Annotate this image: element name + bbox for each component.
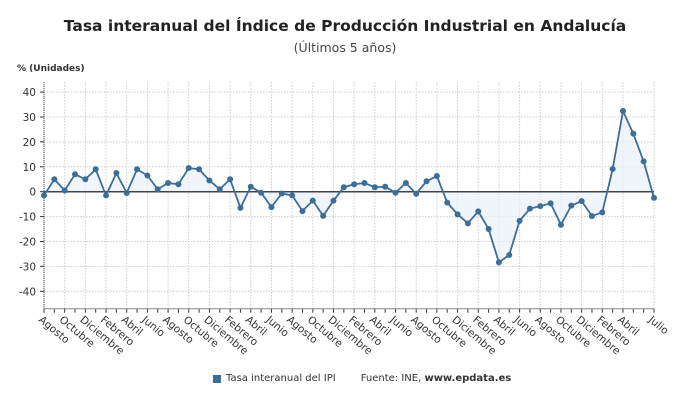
data-point (185, 165, 192, 172)
data-point (371, 184, 378, 191)
data-point (464, 220, 471, 227)
data-point (495, 259, 502, 266)
data-point (227, 176, 234, 183)
data-point (485, 226, 492, 233)
data-point (578, 198, 585, 205)
data-point (588, 213, 595, 220)
data-point (619, 108, 626, 115)
data-point (413, 190, 420, 197)
x-tick-label: Julio (645, 313, 670, 337)
data-point (237, 204, 244, 211)
data-point (113, 170, 120, 177)
data-point (92, 166, 99, 173)
data-point (41, 192, 47, 199)
data-point (423, 178, 430, 185)
data-point (103, 192, 110, 199)
y-axis-label: % (Unidades) (17, 64, 85, 74)
data-point (123, 189, 130, 196)
data-point (320, 212, 327, 219)
chart-subtitle: (Últimos 5 años) (293, 40, 397, 55)
data-point (247, 183, 254, 190)
data-point (330, 197, 337, 204)
legend-label: Tasa interanual del IPI (226, 373, 336, 384)
data-point (433, 173, 440, 180)
data-point (557, 221, 564, 228)
data-point (72, 171, 79, 178)
data-point (216, 186, 223, 193)
data-point (526, 205, 533, 212)
data-point (61, 187, 68, 194)
data-point (630, 130, 637, 137)
y-tick-label: 0 (29, 187, 36, 199)
data-point (175, 181, 182, 188)
data-point (82, 176, 89, 183)
y-tick-label: -30 (19, 261, 36, 273)
legend-swatch (213, 374, 221, 383)
y-tick-label: 20 (23, 137, 36, 149)
data-point (382, 183, 389, 190)
data-point (351, 181, 358, 188)
data-point (340, 184, 347, 191)
data-point (599, 209, 606, 216)
data-point (134, 166, 141, 173)
data-point (268, 204, 275, 211)
legend: Tasa interanual del IPI Fuente: INE, www… (213, 373, 511, 384)
source-note: Fuente: INE, www.epdata.es (361, 373, 512, 384)
data-point (258, 189, 265, 196)
source-prefix: Fuente: INE, (360, 373, 425, 384)
data-point (154, 186, 161, 193)
data-point (278, 190, 285, 197)
source-site: www.epdata.es (424, 373, 512, 384)
data-point (506, 251, 513, 258)
data-point (454, 211, 461, 218)
data-point (547, 200, 554, 207)
data-point (289, 192, 296, 199)
data-point (51, 176, 58, 183)
data-point (609, 166, 616, 173)
data-point (299, 208, 306, 215)
data-point (361, 179, 368, 186)
data-point (475, 208, 482, 215)
data-point (444, 199, 451, 206)
data-point (165, 179, 172, 186)
y-tick-label: 10 (23, 162, 36, 174)
data-point (309, 197, 316, 204)
data-point (144, 172, 151, 179)
data-point (402, 179, 409, 186)
data-point (206, 177, 213, 184)
data-point (640, 158, 647, 165)
data-point (392, 189, 399, 196)
y-tick-label: -40 (19, 286, 36, 298)
chart-title: Tasa interanual del Índice de Producción… (63, 17, 627, 35)
area-fill (44, 111, 654, 263)
data-point (568, 202, 575, 209)
y-tick-label: 40 (23, 87, 36, 99)
y-tick-label: 30 (23, 112, 36, 124)
data-point (196, 166, 203, 173)
data-point (537, 203, 544, 210)
data-point (651, 194, 657, 201)
y-tick-label: -20 (19, 237, 36, 249)
y-tick-label: -10 (19, 212, 36, 224)
data-point (516, 217, 523, 224)
